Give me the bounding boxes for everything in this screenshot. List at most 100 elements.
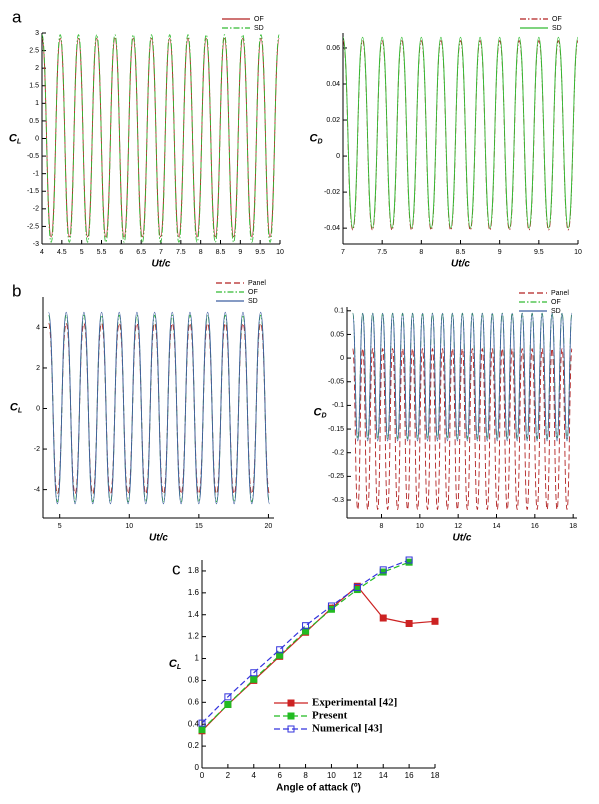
y-tick-label: 0 xyxy=(36,405,40,412)
y-axis-label-sub: L xyxy=(18,407,22,414)
y-tick-label: 2.5 xyxy=(29,47,39,54)
data-point xyxy=(250,675,258,683)
y-tick-label: 1 xyxy=(195,654,200,663)
y-axis-label-sub: L xyxy=(17,138,21,145)
series-line xyxy=(352,312,573,439)
y-tick-label: -0.04 xyxy=(324,225,340,232)
y-tick-label: 0.4 xyxy=(188,719,200,728)
data-point xyxy=(198,726,206,734)
y-axis-label: CL xyxy=(10,401,22,414)
x-tick-label: 16 xyxy=(405,771,414,780)
y-axis-label: CL xyxy=(9,132,21,145)
data-point xyxy=(379,568,387,576)
y-axis-label-main: C xyxy=(313,406,322,418)
x-tick-label: 8.5 xyxy=(456,249,466,256)
y-tick-label: -4 xyxy=(34,486,40,493)
y-tick-label: -1.5 xyxy=(27,188,39,195)
legend-label: OF xyxy=(248,289,258,296)
series-line xyxy=(352,312,573,442)
data-point xyxy=(276,646,284,654)
y-tick-label: -0.5 xyxy=(27,153,39,160)
legend-label: OF xyxy=(551,299,561,306)
y-axis-label-main: C xyxy=(9,132,18,144)
legend-label: SD xyxy=(254,25,264,32)
y-axis-label-sub: D xyxy=(317,138,322,145)
x-tick-label: 4.5 xyxy=(57,249,67,256)
data-point xyxy=(405,558,413,566)
data-point xyxy=(302,622,310,630)
y-tick-label: 1.2 xyxy=(188,632,200,641)
x-tick-label: 8 xyxy=(380,523,384,530)
data-point xyxy=(405,619,413,627)
x-tick-label: 6.5 xyxy=(136,249,146,256)
x-tick-label: 8 xyxy=(419,249,423,256)
y-tick-label: 0 xyxy=(35,135,39,142)
x-tick-label: 12 xyxy=(454,523,462,530)
y-tick-label: -0.1 xyxy=(332,402,344,409)
data-point xyxy=(276,651,284,659)
data-point xyxy=(327,602,335,610)
x-tick-label: 8 xyxy=(303,771,308,780)
data-point xyxy=(431,617,439,625)
y-tick-label: 2 xyxy=(36,365,40,372)
y-tick-label: 0 xyxy=(336,153,340,160)
legend-label: OF xyxy=(552,16,562,23)
x-axis-label: Angle of attack (º) xyxy=(276,783,361,794)
y-tick-label: 3 xyxy=(35,30,39,37)
legend-label: Numerical [43] xyxy=(312,723,383,735)
data-point xyxy=(224,693,232,701)
x-tick-label: 6 xyxy=(277,771,282,780)
series-line xyxy=(202,585,435,732)
y-tick-label: 0.04 xyxy=(326,81,340,88)
data-point xyxy=(379,614,387,622)
legend-label: Experimental [42] xyxy=(312,697,397,709)
y-tick-label: 1.8 xyxy=(188,566,200,575)
y-axis-label-main: C xyxy=(309,132,318,144)
x-tick-label: 12 xyxy=(353,771,362,780)
legend-label: Present xyxy=(312,710,348,722)
y-tick-label: 4 xyxy=(36,324,40,331)
x-axis-label: Ut/c xyxy=(152,259,171,270)
x-tick-label: 15 xyxy=(195,523,203,530)
x-tick-label: 10 xyxy=(574,249,582,256)
x-tick-label: 9 xyxy=(498,249,502,256)
series-line xyxy=(352,348,573,510)
y-axis-label-sub: D xyxy=(321,412,326,419)
x-tick-label: 2 xyxy=(226,771,231,780)
data-point xyxy=(302,627,310,635)
x-tick-label: 20 xyxy=(265,523,273,530)
x-tick-label: 10 xyxy=(416,523,424,530)
x-axis-label: Ut/c xyxy=(453,533,472,544)
x-tick-label: 10 xyxy=(327,771,336,780)
legend-label: SD xyxy=(552,25,562,32)
x-tick-label: 7.5 xyxy=(377,249,387,256)
y-tick-label: 1 xyxy=(35,100,39,107)
data-point xyxy=(379,566,387,574)
data-point xyxy=(224,701,232,709)
y-tick-label: 0.6 xyxy=(188,697,200,706)
y-tick-label: 2 xyxy=(35,65,39,72)
x-axis-label: Ut/c xyxy=(149,533,168,544)
y-tick-label: -0.2 xyxy=(332,450,344,457)
series-line xyxy=(202,559,410,724)
series-line xyxy=(42,34,280,243)
y-tick-label: 0.06 xyxy=(326,45,340,52)
x-tick-label: 7.5 xyxy=(176,249,186,256)
x-tick-label: 18 xyxy=(569,523,577,530)
x-tick-label: 5 xyxy=(58,523,62,530)
y-tick-label: 1.5 xyxy=(29,83,39,90)
y-tick-label: -0.15 xyxy=(328,426,344,433)
x-tick-label: 14 xyxy=(379,771,388,780)
x-tick-label: 9 xyxy=(238,249,242,256)
y-tick-label: -1 xyxy=(33,171,39,178)
plot-area xyxy=(343,36,578,231)
x-tick-label: 0 xyxy=(200,771,205,780)
series-line xyxy=(202,561,410,731)
y-tick-label: -2 xyxy=(34,446,40,453)
panel-label: b xyxy=(12,281,21,300)
y-tick-label: 0.8 xyxy=(188,676,200,685)
y-axis-label: CL xyxy=(169,658,181,671)
x-tick-label: 9.5 xyxy=(255,249,265,256)
legend-label: Panel xyxy=(248,280,266,287)
